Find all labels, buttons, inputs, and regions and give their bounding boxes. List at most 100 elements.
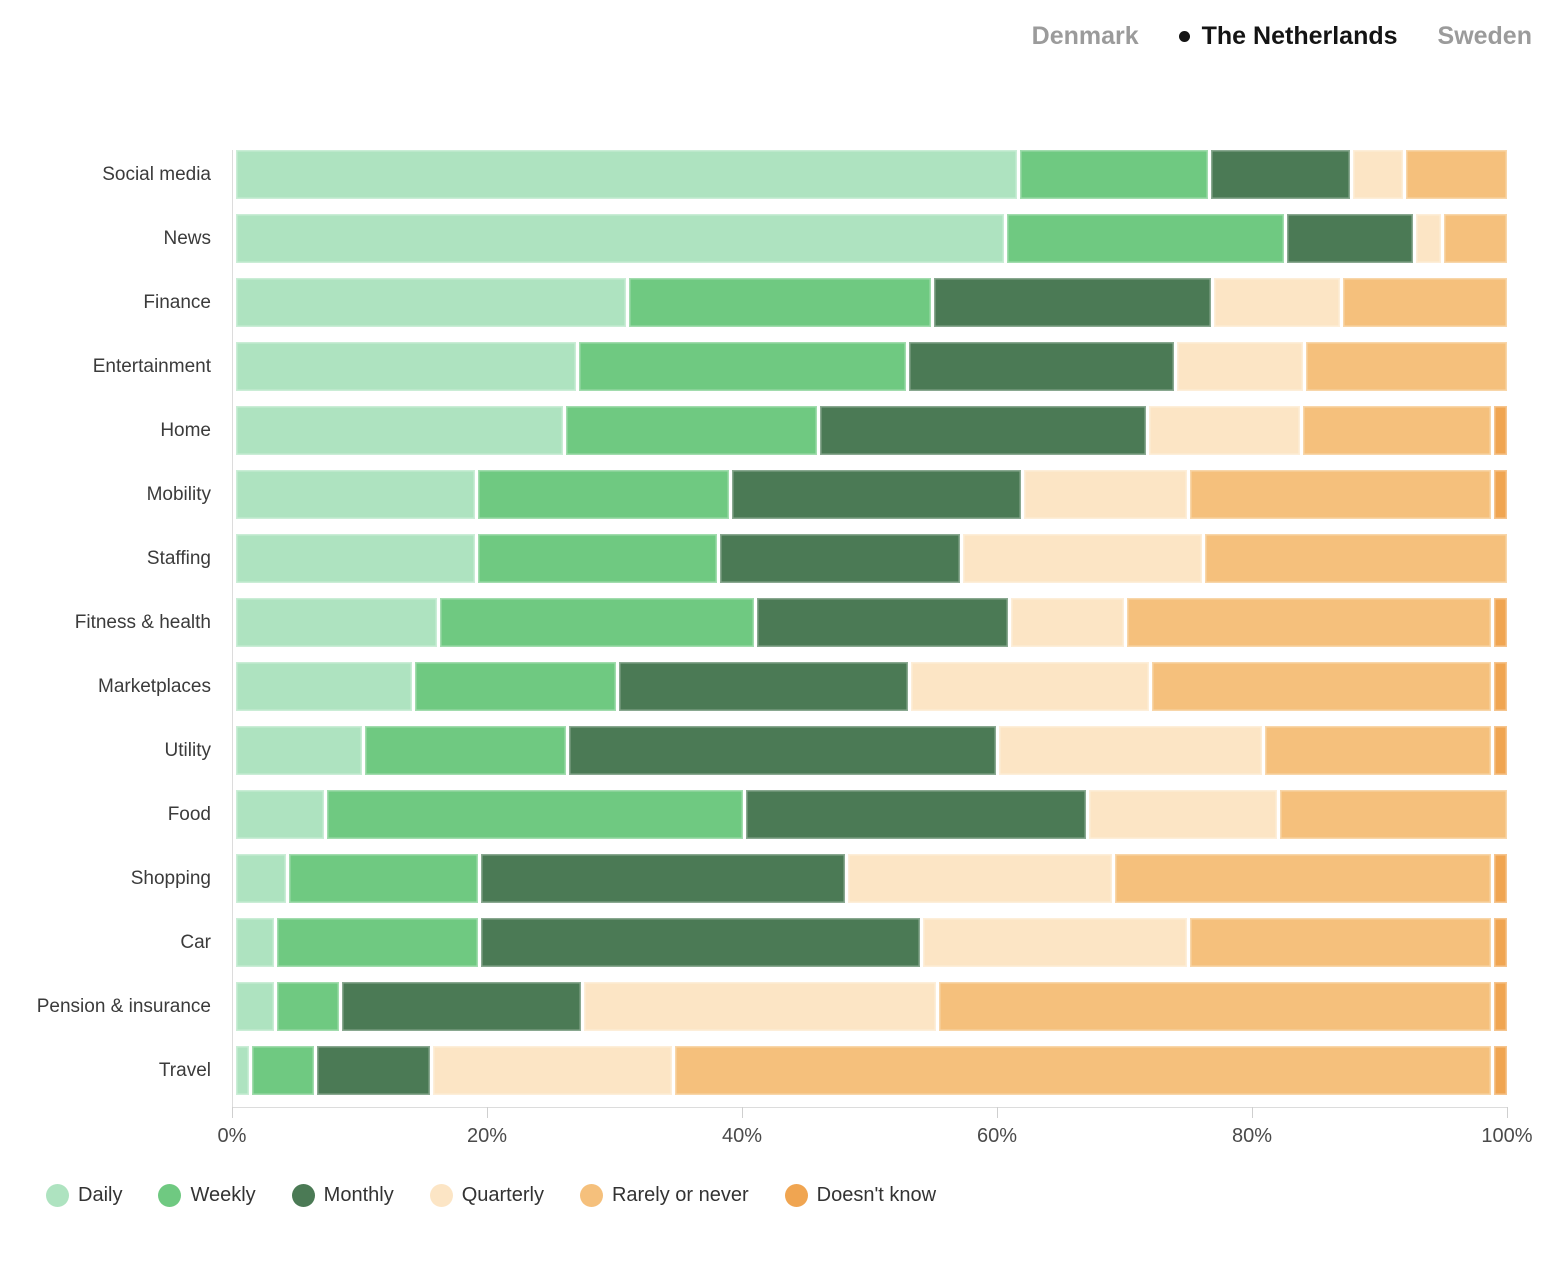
- legend-item-daily[interactable]: Daily: [46, 1184, 122, 1207]
- bar-segment-weekly[interactable]: [276, 982, 340, 1031]
- bar-segment-doesn-t-know[interactable]: [1494, 406, 1508, 455]
- bar-row: Food: [0, 790, 1560, 839]
- bar-segment-rarely-or-never[interactable]: [1303, 406, 1492, 455]
- bar-segment-monthly[interactable]: [909, 342, 1174, 391]
- bar-segment-monthly[interactable]: [745, 790, 1086, 839]
- bar-track: [236, 854, 1507, 903]
- bar-segment-weekly[interactable]: [477, 470, 729, 519]
- bar-segment-doesn-t-know[interactable]: [1494, 918, 1507, 967]
- bar-segment-quarterly[interactable]: [1176, 342, 1303, 391]
- bar-segment-quarterly[interactable]: [584, 982, 936, 1031]
- bar-segment-weekly[interactable]: [439, 598, 754, 647]
- bar-segment-monthly[interactable]: [720, 534, 960, 583]
- bar-segment-quarterly[interactable]: [847, 854, 1112, 903]
- bar-segment-quarterly[interactable]: [910, 662, 1150, 711]
- bar-segment-monthly[interactable]: [568, 726, 996, 775]
- bar-segment-quarterly[interactable]: [923, 918, 1187, 967]
- bar-segment-doesn-t-know[interactable]: [1494, 854, 1507, 903]
- bar-segment-doesn-t-know[interactable]: [1494, 598, 1507, 647]
- bar-segment-monthly[interactable]: [480, 918, 921, 967]
- bar-segment-rarely-or-never[interactable]: [1190, 470, 1492, 519]
- bar-segment-weekly[interactable]: [251, 1046, 315, 1095]
- bar-segment-daily[interactable]: [236, 662, 412, 711]
- bar-segment-weekly[interactable]: [629, 278, 932, 327]
- bar-segment-monthly[interactable]: [731, 470, 1021, 519]
- bar-segment-daily[interactable]: [236, 790, 325, 839]
- bar-segment-daily[interactable]: [236, 1046, 249, 1095]
- tab-denmark[interactable]: Denmark: [1032, 22, 1139, 51]
- tab-the-netherlands[interactable]: The Netherlands: [1178, 22, 1398, 51]
- bar-segment-daily[interactable]: [236, 534, 476, 583]
- bar-segment-daily[interactable]: [236, 278, 627, 327]
- bar-segment-daily[interactable]: [236, 150, 1017, 199]
- tab-sweden[interactable]: Sweden: [1438, 22, 1532, 51]
- bar-segment-daily[interactable]: [236, 918, 274, 967]
- bar-segment-quarterly[interactable]: [433, 1046, 673, 1095]
- bar-segment-daily[interactable]: [236, 406, 563, 455]
- bar-segment-monthly[interactable]: [618, 662, 908, 711]
- bar-segment-rarely-or-never[interactable]: [938, 982, 1492, 1031]
- bar-segment-daily[interactable]: [236, 726, 362, 775]
- bar-segment-quarterly[interactable]: [1011, 598, 1125, 647]
- bar-segment-weekly[interactable]: [276, 918, 478, 967]
- bar-segment-weekly[interactable]: [478, 534, 718, 583]
- legend-label: Rarely or never: [611, 1184, 749, 1206]
- legend-item-weekly[interactable]: Weekly: [158, 1184, 256, 1207]
- bar-segment-weekly[interactable]: [1019, 150, 1209, 199]
- bar-segment-weekly[interactable]: [1006, 214, 1284, 263]
- bar-segment-monthly[interactable]: [1286, 214, 1413, 263]
- bar-segment-daily[interactable]: [236, 470, 475, 519]
- bar-segment-weekly[interactable]: [289, 854, 478, 903]
- bar-segment-quarterly[interactable]: [1415, 214, 1442, 263]
- legend-item-monthly[interactable]: Monthly: [291, 1184, 394, 1207]
- bar-segment-doesn-t-know[interactable]: [1494, 1046, 1508, 1095]
- bar-segment-daily[interactable]: [236, 342, 576, 391]
- category-label: Entertainment: [92, 355, 211, 377]
- bar-segment-daily[interactable]: [236, 854, 287, 903]
- bar-segment-rarely-or-never[interactable]: [1305, 342, 1508, 391]
- bar-segment-monthly[interactable]: [342, 982, 582, 1031]
- bar-row: Finance: [0, 278, 1560, 327]
- bar-segment-monthly[interactable]: [934, 278, 1212, 327]
- bar-segment-doesn-t-know[interactable]: [1494, 726, 1507, 775]
- bar-segment-quarterly[interactable]: [1352, 150, 1404, 199]
- bar-segment-rarely-or-never[interactable]: [1152, 662, 1492, 711]
- bar-segment-daily[interactable]: [236, 214, 1004, 263]
- bar-segment-rarely-or-never[interactable]: [1190, 918, 1492, 967]
- bar-segment-rarely-or-never[interactable]: [675, 1046, 1492, 1095]
- bar-segment-quarterly[interactable]: [998, 726, 1263, 775]
- bar-segment-rarely-or-never[interactable]: [1114, 854, 1492, 903]
- bar-segment-doesn-t-know[interactable]: [1494, 470, 1507, 519]
- bar-segment-rarely-or-never[interactable]: [1406, 150, 1507, 199]
- bar-segment-doesn-t-know[interactable]: [1494, 662, 1507, 711]
- bar-segment-rarely-or-never[interactable]: [1204, 534, 1507, 583]
- bar-segment-rarely-or-never[interactable]: [1343, 278, 1508, 327]
- legend-item-quarterly[interactable]: Quarterly: [429, 1184, 544, 1207]
- bar-segment-quarterly[interactable]: [1149, 406, 1301, 455]
- bar-segment-doesn-t-know[interactable]: [1494, 982, 1508, 1031]
- bar-segment-monthly[interactable]: [819, 406, 1147, 455]
- legend-item-doesn-t-know[interactable]: Doesn't know: [784, 1184, 936, 1207]
- bar-segment-daily[interactable]: [236, 598, 437, 647]
- bar-segment-monthly[interactable]: [756, 598, 1009, 647]
- bar-segment-quarterly[interactable]: [1023, 470, 1187, 519]
- legend-item-rarely-or-never[interactable]: Rarely or never: [579, 1184, 749, 1207]
- bar-segment-weekly[interactable]: [414, 662, 616, 711]
- bar-segment-weekly[interactable]: [364, 726, 566, 775]
- bar-segment-weekly[interactable]: [565, 406, 817, 455]
- bar-segment-rarely-or-never[interactable]: [1444, 214, 1508, 263]
- bar-segment-monthly[interactable]: [480, 854, 845, 903]
- bar-segment-quarterly[interactable]: [1088, 790, 1278, 839]
- bar-segment-weekly[interactable]: [578, 342, 907, 391]
- bar-segment-rarely-or-never[interactable]: [1265, 726, 1492, 775]
- bar-segment-daily[interactable]: [236, 982, 274, 1031]
- bar-segment-weekly[interactable]: [327, 790, 743, 839]
- bar-segment-quarterly[interactable]: [1214, 278, 1341, 327]
- bar-segment-monthly[interactable]: [317, 1046, 431, 1095]
- bar-segment-rarely-or-never[interactable]: [1280, 790, 1507, 839]
- bar-segment-monthly[interactable]: [1211, 150, 1350, 199]
- country-tabs: Denmark The Netherlands Sweden: [1032, 22, 1532, 51]
- bar-row: Staffing: [0, 534, 1560, 583]
- bar-segment-rarely-or-never[interactable]: [1127, 598, 1492, 647]
- bar-segment-quarterly[interactable]: [962, 534, 1202, 583]
